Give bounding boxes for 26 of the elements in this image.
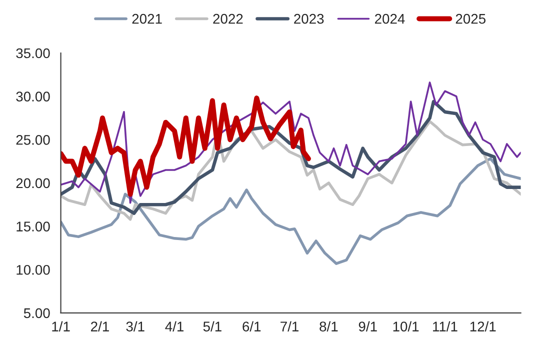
x-tick-label: 5/1 <box>203 321 222 332</box>
x-tick-label: 4/1 <box>165 321 184 332</box>
y-tick-label: 20.00 <box>16 178 50 188</box>
x-tick-label: 6/1 <box>242 321 261 332</box>
x-tick-label: 2/1 <box>91 321 109 332</box>
line-series <box>60 157 521 265</box>
y-tick-label: 10.00 <box>16 264 50 275</box>
legend-label: 2024 <box>374 14 405 24</box>
legend-label: 2025 <box>456 14 486 24</box>
y-tick-label: 25.00 <box>16 134 50 145</box>
legend-label: 2021 <box>132 14 162 24</box>
y-tick-label: 35.00 <box>16 48 50 58</box>
y-tick-label: 15.00 <box>16 222 50 232</box>
legend-label: 2022 <box>213 14 243 24</box>
y-tick-label: 30.00 <box>16 92 50 102</box>
x-tick-label: 12/1 <box>470 321 496 332</box>
x-tick-label: 7/1 <box>280 321 298 332</box>
line-series <box>60 82 521 204</box>
y-tick-label: 5.00 <box>24 308 50 318</box>
x-tick-label: 3/1 <box>126 321 144 332</box>
x-tick-label: 9/1 <box>358 321 377 332</box>
x-tick-label: 8/1 <box>320 321 338 332</box>
legend-label: 2023 <box>294 14 324 24</box>
x-tick-label: 11/1 <box>433 321 458 332</box>
x-tick-label: 1/1 <box>52 321 70 332</box>
x-tick-label: 10/1 <box>393 321 419 332</box>
